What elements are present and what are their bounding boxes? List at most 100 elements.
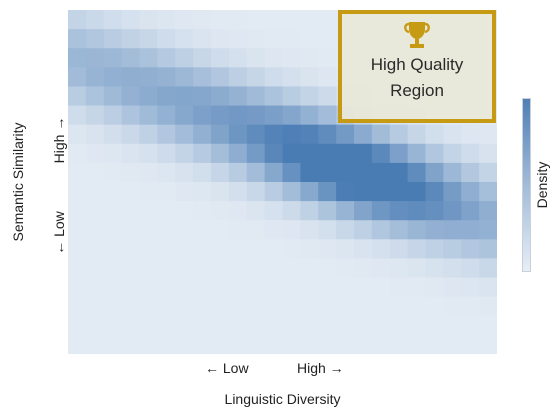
heatmap-cell xyxy=(318,277,337,298)
heatmap-cell xyxy=(193,143,212,164)
heatmap-cell xyxy=(389,220,409,240)
heatmap-cell xyxy=(443,334,462,354)
heatmap-cell xyxy=(300,315,319,336)
heatmap-cell xyxy=(461,143,480,164)
heatmap-cell xyxy=(85,48,105,68)
heatmap-cell xyxy=(157,29,176,49)
heatmap-cell xyxy=(139,239,158,259)
heatmap-cell xyxy=(407,239,427,259)
heatmap-cell xyxy=(264,258,284,279)
callout-line-1: High Quality xyxy=(370,55,464,74)
heatmap-cell xyxy=(121,29,141,49)
heatmap-cell xyxy=(193,239,212,259)
heatmap-cell xyxy=(157,201,176,221)
heatmap-cell xyxy=(336,296,355,317)
heatmap-cell xyxy=(389,334,409,354)
trophy-icon xyxy=(404,22,430,48)
heatmap-cell xyxy=(407,258,427,279)
heatmap-cell xyxy=(461,220,480,240)
heatmap-cell xyxy=(318,48,337,68)
heatmap-cell xyxy=(354,258,373,279)
heatmap-cell xyxy=(354,239,373,259)
heatmap-cell xyxy=(300,67,319,87)
heatmap-cell xyxy=(211,296,230,317)
heatmap-cell xyxy=(461,162,480,183)
heatmap-cell xyxy=(407,277,427,298)
heatmap-cell xyxy=(336,258,355,279)
heatmap-cell xyxy=(354,143,373,164)
heatmap-cell xyxy=(246,105,266,126)
heatmap-cell xyxy=(228,182,248,202)
heatmap-cell xyxy=(193,182,212,202)
heatmap-cell xyxy=(246,162,266,183)
heatmap-cell xyxy=(246,182,266,202)
heatmap-cell xyxy=(461,334,480,354)
heatmap-cell xyxy=(68,86,87,107)
heatmap-cell xyxy=(425,296,444,317)
heatmap-cell xyxy=(68,239,87,259)
heatmap-cell xyxy=(228,143,248,164)
heatmap-cell xyxy=(443,315,462,336)
heatmap-cell xyxy=(318,201,337,221)
heatmap-cell xyxy=(228,277,248,298)
heatmap-cell xyxy=(443,143,462,164)
heatmap-cell xyxy=(300,29,319,49)
heatmap-cell xyxy=(139,277,158,298)
heatmap-cell xyxy=(354,201,373,221)
heatmap-cell xyxy=(264,29,284,49)
heatmap-cell xyxy=(103,105,123,126)
heatmap-cell xyxy=(157,143,176,164)
heatmap-cell xyxy=(228,162,248,183)
y-tick-high: High → xyxy=(51,116,67,164)
heatmap-cell xyxy=(246,124,266,145)
heatmap-cell xyxy=(175,10,194,30)
heatmap-cell xyxy=(300,162,319,183)
heatmap-cell xyxy=(121,239,141,259)
density-colorbar xyxy=(522,98,531,272)
heatmap-cell xyxy=(425,201,444,221)
heatmap-cell xyxy=(85,258,105,279)
heatmap-cell xyxy=(282,29,301,49)
heatmap-cell xyxy=(157,239,176,259)
heatmap-cell xyxy=(318,10,337,30)
heatmap-cell xyxy=(121,182,141,202)
heatmap-cell xyxy=(461,201,480,221)
heatmap-cell xyxy=(139,29,158,49)
heatmap-cell xyxy=(121,67,141,87)
heatmap-cell xyxy=(246,315,266,336)
heatmap-cell xyxy=(193,315,212,336)
heatmap-cell xyxy=(228,105,248,126)
heatmap-cell xyxy=(246,67,266,87)
heatmap-cell xyxy=(354,296,373,317)
heatmap-cell xyxy=(300,201,319,221)
heatmap-cell xyxy=(425,334,444,354)
heatmap-cell xyxy=(175,239,194,259)
heatmap-cell xyxy=(425,220,444,240)
heatmap-cell xyxy=(282,296,301,317)
heatmap-cell xyxy=(139,258,158,279)
heatmap-cell xyxy=(336,239,355,259)
heatmap-cell xyxy=(246,201,266,221)
heatmap-cell xyxy=(175,182,194,202)
heatmap-cell xyxy=(85,143,105,164)
heatmap-cell xyxy=(121,124,141,145)
heatmap-cell xyxy=(175,296,194,317)
heatmap-cell xyxy=(139,315,158,336)
heatmap-cell xyxy=(85,67,105,87)
heatmap-cell xyxy=(68,277,87,298)
heatmap-cell xyxy=(68,143,87,164)
heatmap-cell xyxy=(479,334,497,354)
heatmap-cell xyxy=(175,201,194,221)
heatmap-cell xyxy=(389,258,409,279)
heatmap-cell xyxy=(461,296,480,317)
heatmap-cell xyxy=(103,67,123,87)
heatmap-cell xyxy=(175,86,194,107)
heatmap-cell xyxy=(139,143,158,164)
heatmap-cell xyxy=(85,182,105,202)
heatmap-cell xyxy=(103,258,123,279)
heatmap-cell xyxy=(354,277,373,298)
heatmap-cell xyxy=(103,29,123,49)
heatmap-cell xyxy=(282,277,301,298)
heatmap-cell xyxy=(85,124,105,145)
heatmap-cell xyxy=(282,201,301,221)
